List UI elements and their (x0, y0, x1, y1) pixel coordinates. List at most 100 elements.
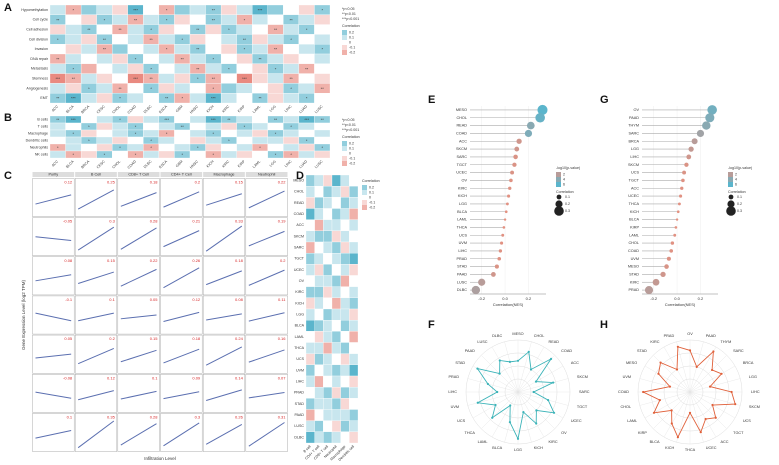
significance-label: * (150, 145, 152, 150)
facet-panel (160, 374, 203, 413)
heat-cell (112, 129, 128, 138)
heat-cell (340, 342, 350, 354)
legend-swatch (556, 172, 561, 177)
heat-cell (314, 275, 324, 287)
category-label: MESO (628, 265, 639, 269)
facet-panel (74, 256, 118, 296)
row-label: LGG (296, 313, 304, 317)
heat-cell (314, 253, 324, 265)
heat-cell (158, 150, 175, 159)
legend-tick-label: -0.1 (349, 45, 355, 49)
heat-cell (305, 364, 315, 377)
x-axis-title: Correlation(NES) (493, 302, 524, 307)
heat-cell (236, 83, 253, 94)
heat-cell (96, 53, 113, 64)
heat-cell (349, 364, 359, 377)
spoke-label: UCEC (706, 446, 717, 450)
facet-title: CD4+ T Cell (171, 173, 192, 177)
legend-swatch (728, 177, 733, 182)
heat-cell (323, 308, 333, 321)
facet-panel (245, 413, 288, 452)
heat-cell (331, 186, 341, 198)
category-label: CHOL (456, 116, 467, 120)
correlation-label: 0.18 (235, 258, 244, 263)
significance-label: * (166, 17, 168, 22)
fit-line (35, 430, 72, 439)
correlation-label: 0.18 (150, 180, 159, 185)
heat-cell (298, 53, 315, 64)
facet-panel (160, 256, 203, 296)
facet-panel (202, 256, 246, 296)
heat-cell (80, 63, 97, 74)
significance-legend: ***p<0.001 (342, 128, 359, 132)
radar-point (508, 360, 512, 363)
heat-cell (314, 286, 324, 298)
panel-label: B (4, 112, 12, 124)
spoke-label: THCA (685, 448, 696, 452)
heat-cell (112, 53, 128, 64)
heat-cell (323, 174, 333, 187)
legend-tick-label: -0.1 (349, 156, 355, 160)
point (512, 162, 517, 167)
heat-cell (331, 364, 341, 377)
significance-label: * (166, 7, 168, 12)
correlation-label: 0.24 (235, 336, 244, 341)
row-label: KIRC (295, 290, 304, 294)
significance-label: *** (71, 96, 76, 101)
point (686, 154, 692, 160)
significance-label: * (213, 86, 215, 91)
heat-cell (331, 208, 341, 220)
correlation-label: 0.14 (235, 375, 244, 380)
row-label: LUSC (294, 424, 304, 428)
heat-cell (298, 44, 315, 55)
radar-point (708, 385, 712, 388)
row-label: CHOL (294, 190, 304, 194)
significance-label: * (57, 145, 59, 150)
spoke-label: LAML (478, 440, 488, 444)
legend-swatch (362, 205, 367, 210)
significance-label: * (228, 66, 230, 71)
significance-label: * (181, 96, 183, 101)
significance-label: ** (103, 47, 107, 52)
column-label: KICH (206, 104, 215, 113)
heat-cell (340, 275, 350, 287)
heat-cell (298, 83, 315, 94)
heat-cell (96, 143, 113, 152)
correlation-label: 0.2 (109, 336, 115, 341)
heat-cell (314, 63, 331, 74)
heat-cell (80, 150, 97, 159)
legend-tick-label: 4 (563, 177, 565, 181)
radar-point (657, 372, 660, 375)
heat-cell (314, 241, 324, 254)
heat-cell (80, 73, 97, 84)
radar-point (688, 411, 692, 414)
fit-line (206, 389, 242, 402)
heat-cell (49, 150, 66, 159)
category-label: LUSC (457, 280, 467, 284)
significance-label: ** (56, 96, 60, 101)
column-label: LGG (269, 104, 277, 112)
significance-label: ** (321, 117, 325, 122)
category-label: PRAD (456, 257, 467, 261)
heat-cell (305, 431, 315, 444)
panel-label: G (600, 94, 609, 106)
radar-point (670, 422, 673, 425)
radar-point (652, 411, 656, 414)
row-label: KICH (295, 301, 304, 305)
legend-swatch (362, 195, 367, 200)
row-label: READ (294, 201, 304, 205)
heat-cell (283, 4, 300, 15)
radar-point (642, 390, 645, 394)
heat-cell (314, 264, 324, 276)
point (666, 256, 671, 261)
spoke-label: OV (687, 332, 693, 336)
radar-point (676, 345, 679, 348)
column-label: LIHC (284, 104, 293, 113)
heat-cell (80, 115, 97, 124)
heat-cell (323, 364, 333, 377)
category-label: UCEC (628, 194, 639, 198)
column-label: CHOL (111, 105, 121, 115)
point (691, 138, 698, 145)
significance-label: * (150, 138, 152, 143)
legend-swatch (556, 182, 561, 187)
